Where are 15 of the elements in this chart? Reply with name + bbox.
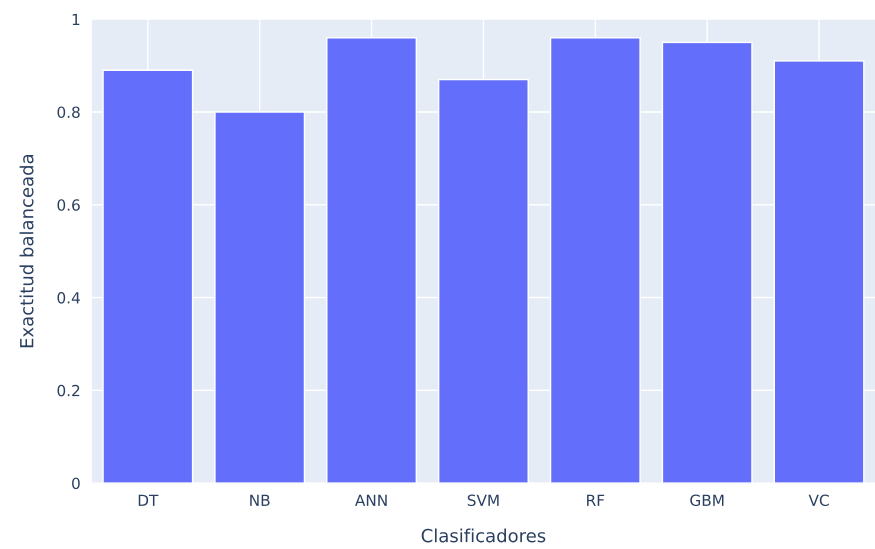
y-tick-label: 0.2 — [57, 384, 80, 396]
x-tick-label: SVM — [468, 494, 499, 506]
y-axis-title: Exactitud balanceada — [20, 155, 34, 348]
x-tick-label: RF — [587, 494, 604, 506]
y-tick-label: 0 — [72, 478, 80, 490]
x-tick-label: ANN — [355, 494, 387, 506]
x-tick-label: DT — [138, 494, 158, 506]
x-axis-title: Clasificadores — [422, 528, 546, 542]
x-tick-label: VC — [808, 494, 829, 506]
y-tick-label: 0.6 — [57, 199, 80, 211]
x-tick-label: NB — [250, 494, 270, 506]
y-tick-label: 0.8 — [57, 106, 80, 118]
y-tick-label: 0.4 — [57, 292, 80, 304]
x-tick-label: GBM — [690, 494, 724, 506]
y-tick-label: 1 — [72, 14, 80, 26]
